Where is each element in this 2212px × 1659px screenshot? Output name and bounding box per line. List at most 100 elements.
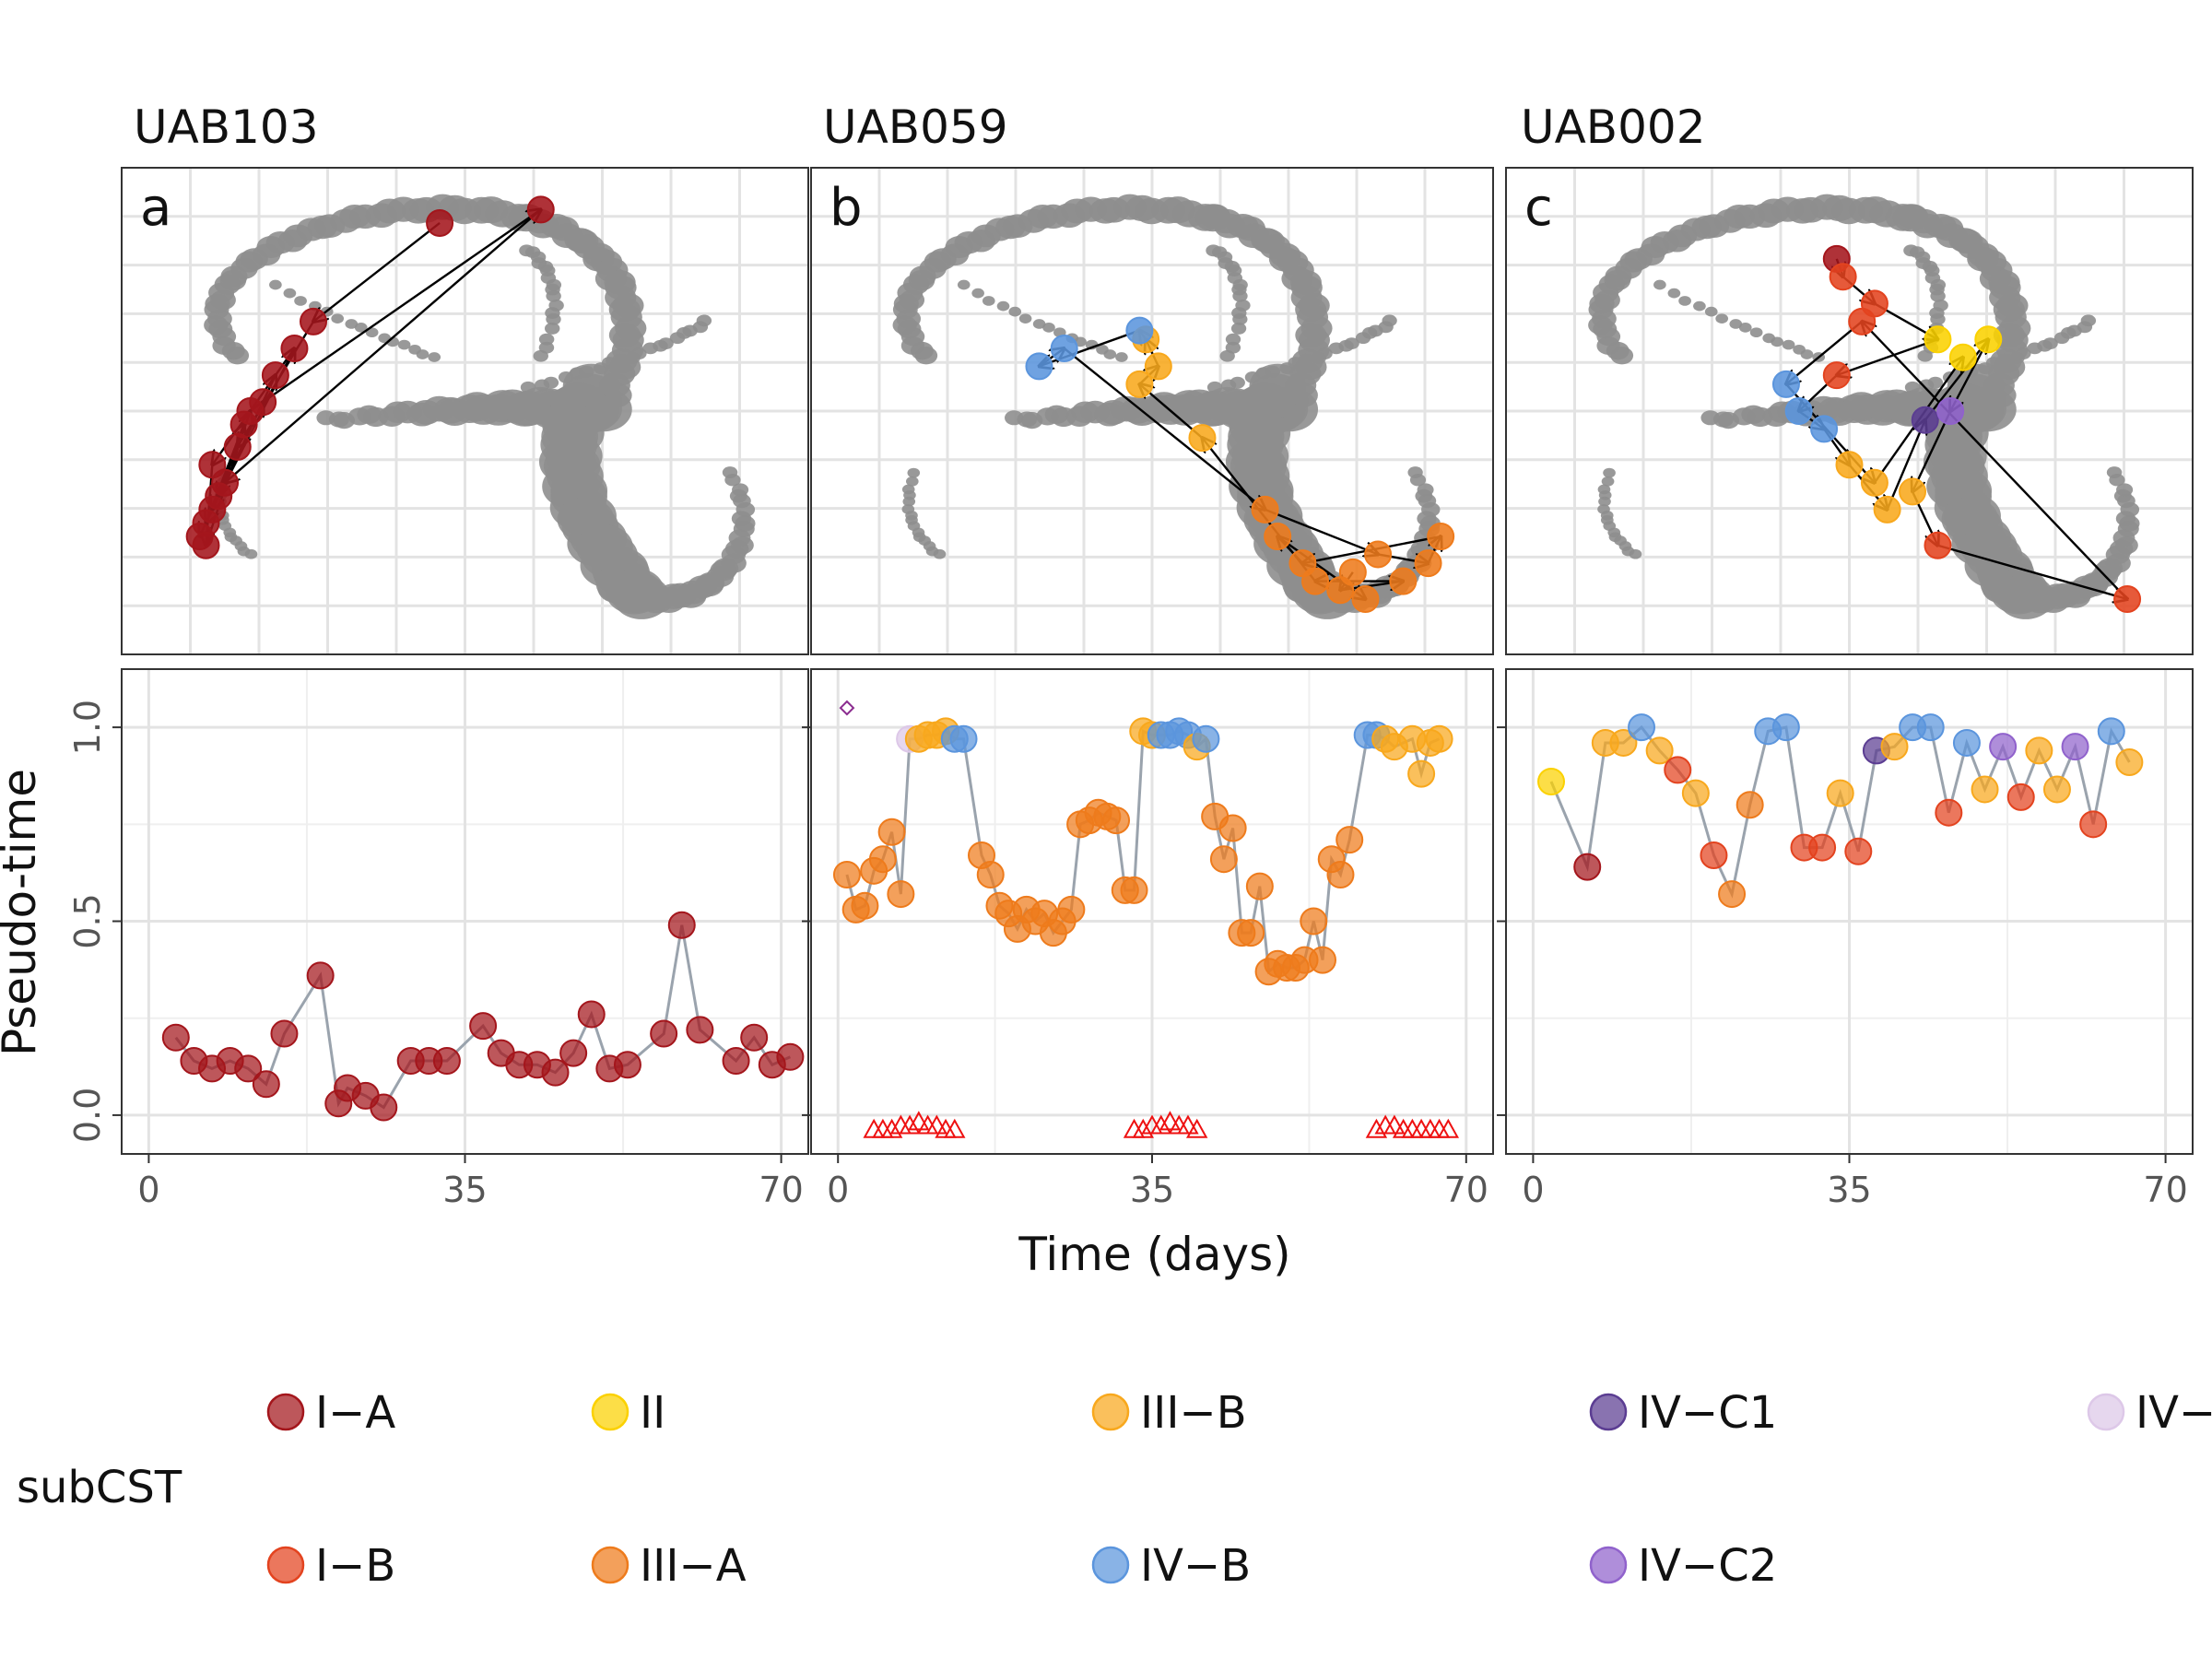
data-point (1425, 724, 1453, 753)
data-point (1609, 728, 1638, 757)
background-cell (1704, 306, 1718, 317)
x-tick-label: 0 (137, 1170, 159, 1210)
trajectory-point (1050, 334, 1078, 362)
data-point (868, 845, 897, 874)
data-point (1407, 759, 1436, 788)
background-cell (658, 337, 674, 350)
data-point (1209, 845, 1238, 874)
background-cell (1598, 496, 1611, 507)
background-cell (907, 467, 921, 478)
background-cell (1715, 313, 1729, 324)
legend-label: III−A (640, 1540, 747, 1592)
background-cell (548, 299, 564, 312)
background-cell (1927, 376, 1944, 389)
facet-title-uab059: UAB059 (823, 100, 1008, 154)
data-point (2079, 810, 2108, 839)
background-cell (1230, 376, 1245, 389)
triangle-marker (899, 1114, 921, 1135)
panel-border (121, 167, 809, 655)
trajectory-arrow (1265, 508, 1379, 555)
background-cell (428, 352, 441, 362)
data-point (469, 1012, 498, 1041)
trajectory-point (1264, 523, 1292, 551)
trajectory-point (1188, 424, 1217, 453)
background-cell (1103, 349, 1117, 359)
legend-swatch (1589, 1546, 1628, 1584)
triangle-marker (1150, 1114, 1172, 1135)
background-cell (1738, 323, 1752, 333)
trajectory-point (1771, 370, 1800, 398)
trajectory-arrow (1924, 339, 1989, 421)
data-point (2042, 775, 2071, 804)
background-cells (1588, 194, 2140, 619)
data-point (949, 724, 978, 753)
trajectory-point (1899, 477, 1927, 506)
background-cell (244, 548, 258, 559)
background-cell (1407, 466, 1423, 478)
triangle-marker (944, 1118, 966, 1138)
trajectory-arrow (1886, 420, 1925, 511)
data-point (1645, 736, 1674, 765)
background-cell (519, 244, 535, 257)
background-cell (2042, 337, 2058, 350)
legend-swatch (591, 1546, 629, 1584)
data-point (1971, 775, 1999, 804)
background-cell (1317, 347, 1333, 360)
embedding-panel-uab103: a (121, 167, 809, 655)
background-cells (204, 194, 756, 619)
background-cell (1933, 299, 1948, 312)
data-point (270, 1019, 299, 1048)
data-point (541, 1058, 570, 1087)
diamond-marker (839, 700, 855, 716)
trajectory-point (1936, 397, 1965, 425)
background-cell (2016, 347, 2031, 360)
legend-label: IV− (2136, 1387, 2212, 1439)
background-cell (2106, 466, 2123, 478)
background-cell (354, 323, 368, 333)
data-point (877, 818, 906, 846)
data-point (2061, 733, 2089, 761)
background-cell (982, 296, 995, 306)
background-cell (2116, 483, 2134, 497)
background-cell (1629, 548, 1642, 559)
data-point (1880, 733, 1909, 761)
trajectory-point (1810, 415, 1839, 443)
background-cell (1018, 313, 1032, 324)
background-cell (543, 376, 559, 389)
background-cell (1042, 323, 1055, 333)
trajectory-point (1822, 361, 1851, 390)
data-point (1989, 733, 2018, 761)
trajectory-point (1873, 495, 1901, 524)
legend-label: I−A (315, 1387, 395, 1439)
trajectory-point (300, 307, 328, 335)
data-point (2115, 747, 2144, 776)
data-point (1120, 876, 1148, 904)
trajectory-point (1125, 316, 1154, 345)
timeseries-panel-uab002: 0 35 70 (1497, 668, 2194, 1210)
trajectory-point (1288, 549, 1317, 578)
embedding-panel-uab059: b (810, 167, 1494, 655)
background-cell (1771, 336, 1783, 347)
background-cell (294, 296, 307, 306)
data-point (1245, 872, 1274, 900)
legend-swatch (266, 1393, 305, 1431)
panel-letter: a (140, 178, 171, 238)
background-cell (397, 339, 411, 350)
triangle-marker (1132, 1118, 1154, 1138)
background-cell (1298, 353, 1314, 366)
data-point (234, 1054, 263, 1083)
data-point (1735, 791, 1764, 819)
trajectory-arrow (225, 208, 542, 482)
data-point (1826, 779, 1854, 807)
trajectory-point (1829, 263, 1857, 291)
background-cell (544, 323, 560, 335)
data-point (1718, 880, 1747, 909)
trajectory-point (2113, 585, 2142, 614)
data-point (1916, 713, 1945, 742)
data-point (1309, 946, 1336, 974)
x-tick-label: 70 (759, 1170, 803, 1210)
data-point (1700, 841, 1728, 869)
panel-letter: c (1524, 178, 1553, 238)
background-cell (1344, 337, 1359, 350)
background-cell (905, 476, 919, 487)
